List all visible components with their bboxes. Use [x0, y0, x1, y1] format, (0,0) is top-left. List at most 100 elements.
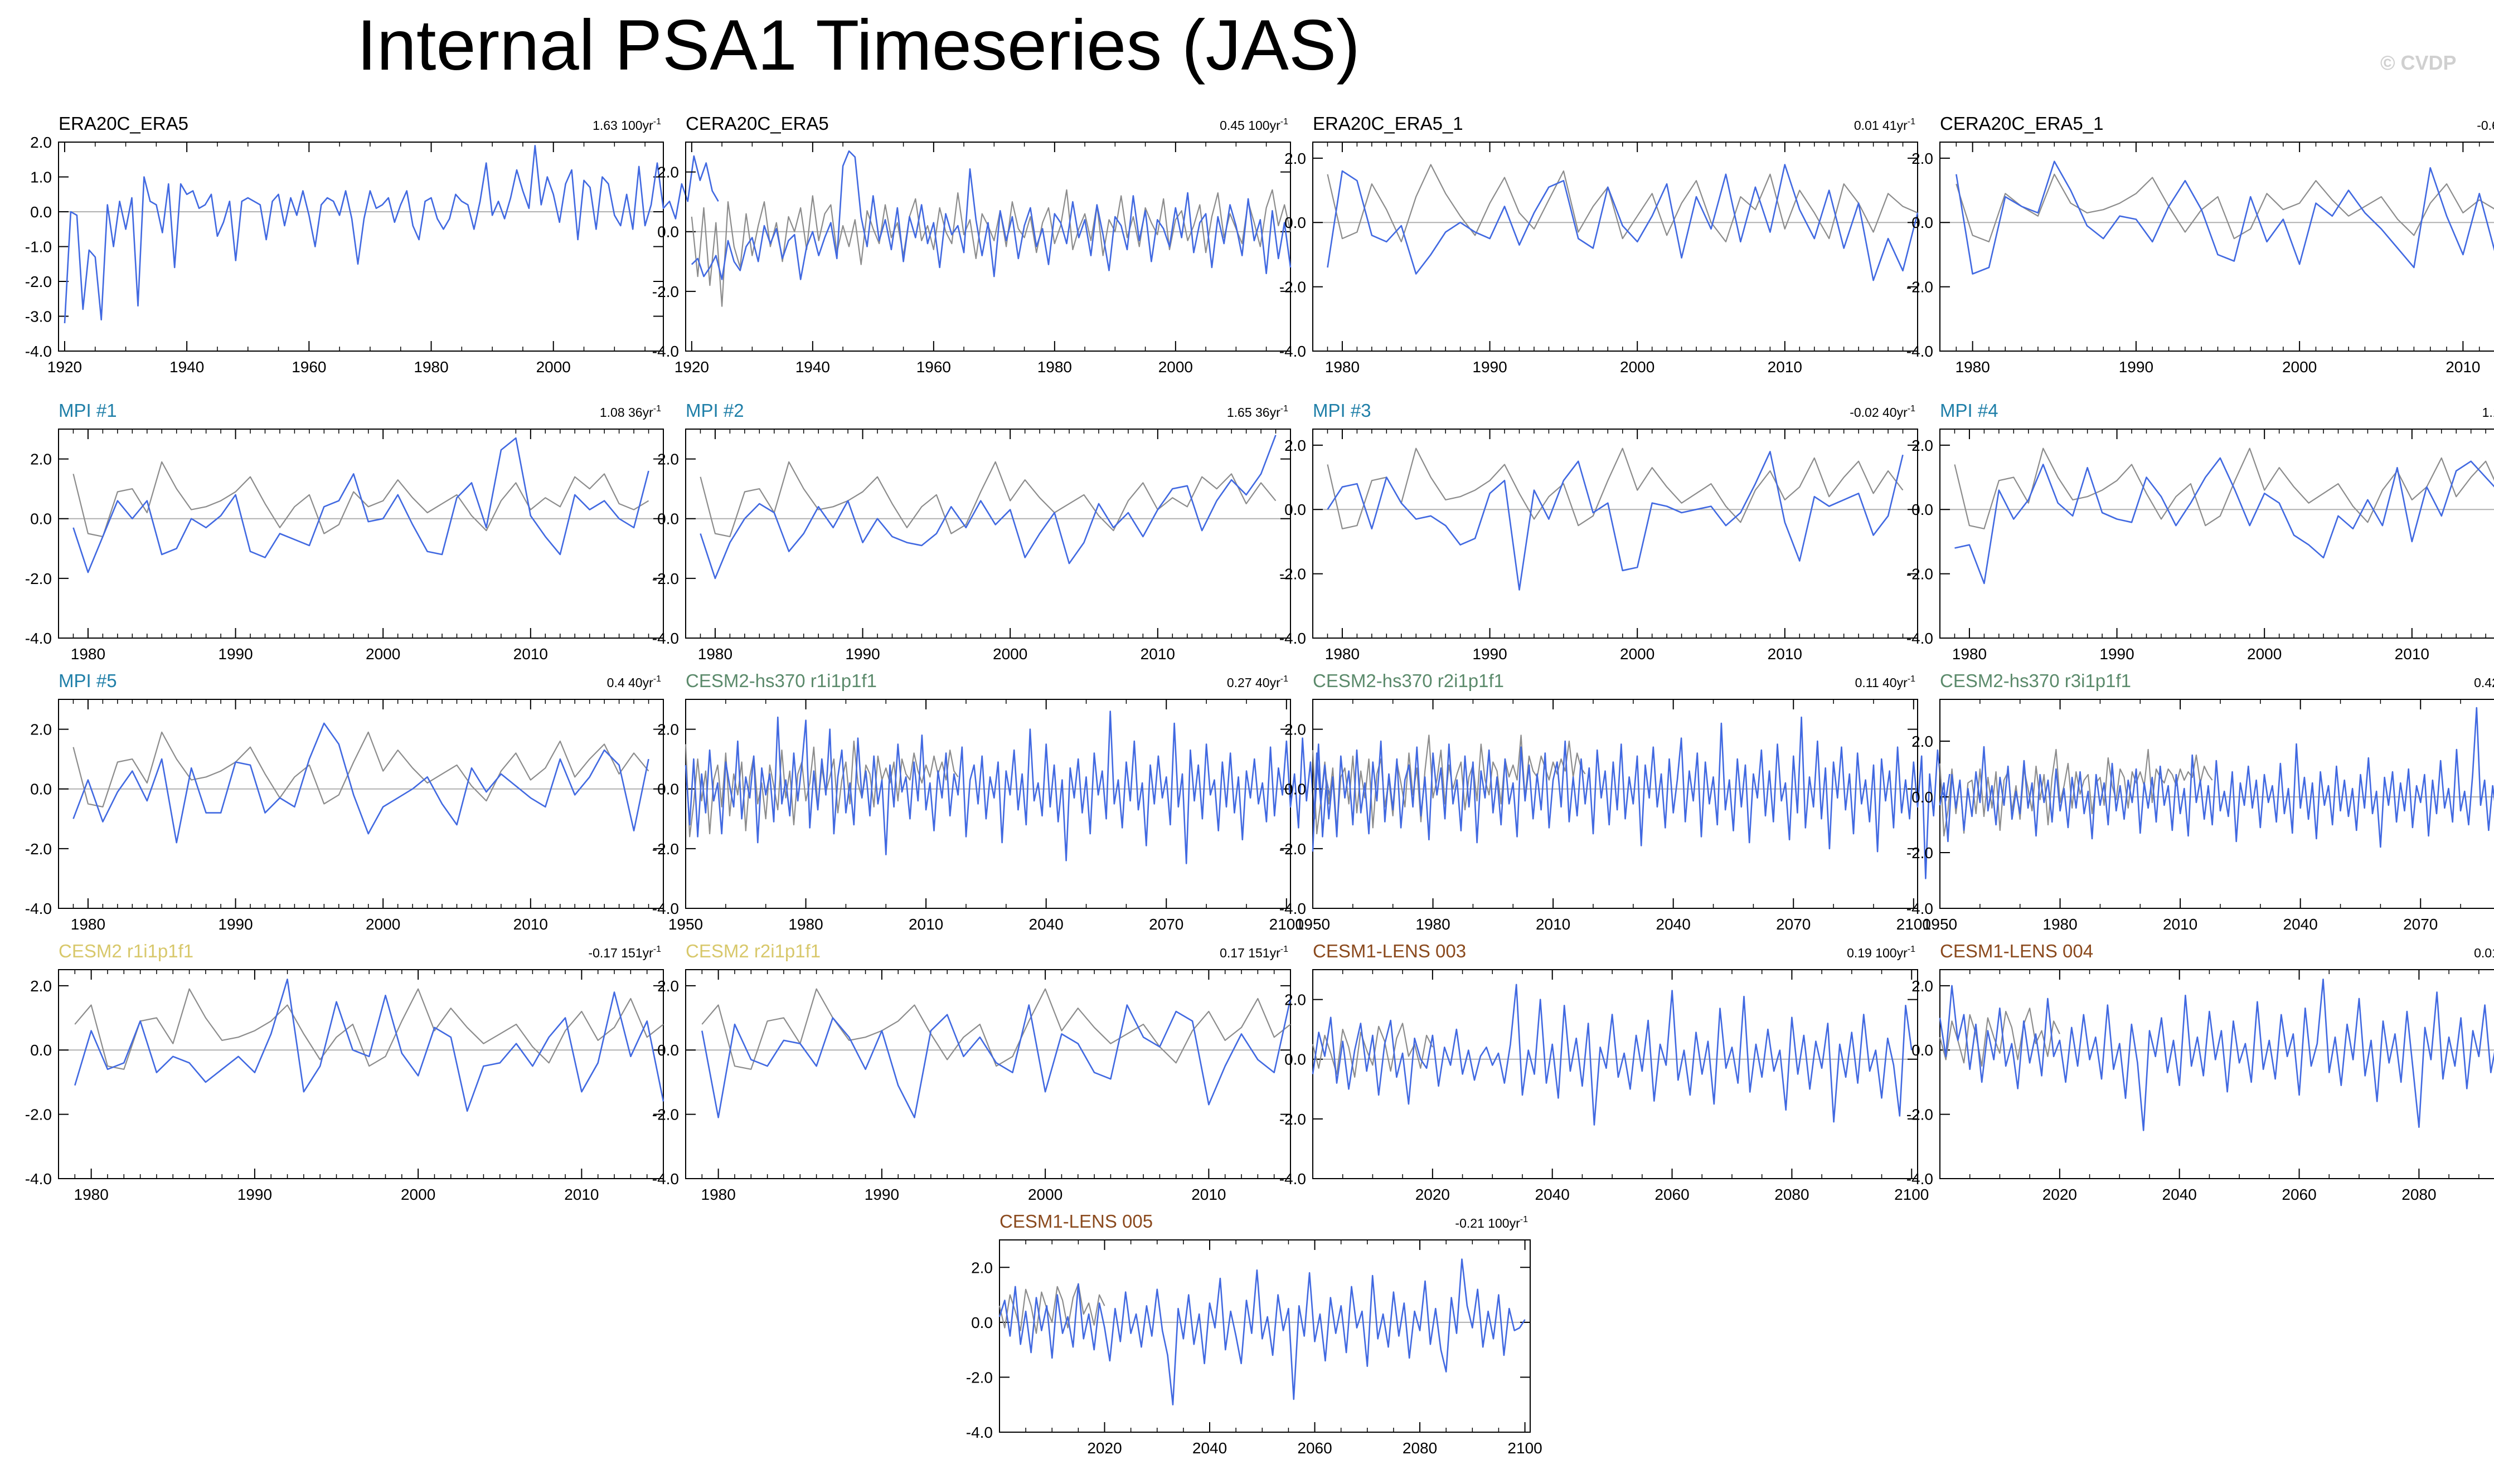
panel-title: MPI #3: [1313, 400, 1371, 421]
y-tick-label: 2.0: [657, 451, 679, 468]
x-tick-label: 1920: [675, 358, 709, 376]
watermark: © CVDP: [2380, 51, 2457, 74]
x-tick-label: 1990: [218, 645, 253, 663]
x-tick-label: 2080: [1774, 1186, 1809, 1203]
panel-title: CESM2 r1i1p1f1: [59, 941, 193, 961]
panel-title: MPI #1: [59, 400, 117, 421]
x-tick-label: 2010: [1191, 1186, 1226, 1203]
panel-title: MPI #2: [686, 400, 744, 421]
x-tick-label: 2040: [1535, 1186, 1570, 1203]
model-series-line: [691, 150, 1292, 280]
trend-superscript: -1: [1908, 674, 1915, 684]
x-tick-label: 1990: [237, 1186, 272, 1203]
x-tick-label: 1980: [1325, 358, 1360, 376]
y-tick-label: -2.0: [652, 570, 679, 587]
x-tick-label: 2010: [1536, 916, 1570, 933]
trend-value: 0.4 40yr: [607, 675, 653, 690]
obs-series-line: [1327, 164, 1918, 242]
y-tick-label: -2.0: [25, 570, 52, 587]
model-series-line: [74, 979, 664, 1112]
trend-value: 0.19 100yr: [1847, 946, 1908, 960]
minor-ticks: [1312, 970, 1913, 1179]
y-tick-label: -2.0: [1906, 1106, 1933, 1123]
trend-label: 1.08 36yr-1: [600, 404, 661, 420]
chart-panel-14: 1980 1990 2000 2010 -4.0 -2.0 0.0 2.0 CESM2 r2i1…: [652, 941, 1292, 1203]
trend-superscript: -1: [1280, 404, 1288, 413]
x-tick-label: 1990: [2099, 645, 2134, 663]
plot-frame: [685, 969, 1291, 1179]
y-tick-label: 0.0: [1284, 781, 1306, 798]
plot-frame: [685, 142, 1291, 352]
x-tick-label: 1980: [701, 1186, 736, 1203]
minor-ticks: [1939, 970, 2480, 1179]
y-tick-label: -2.0: [652, 840, 679, 858]
trend-superscript: -1: [1280, 674, 1288, 684]
y-tick-label: 0.0: [1911, 1042, 1933, 1059]
y-tick-label: 2.0: [30, 134, 52, 151]
chart-panel-10: 1950 1980 2010 2040 2070 2100-4.0-2.00.02.0CE…: [652, 670, 1332, 933]
minor-ticks: [58, 699, 664, 908]
x-tick-label: 2000: [536, 358, 571, 376]
y-tick-label: -4.0: [1906, 1170, 1933, 1188]
plot-frame: [1312, 969, 1918, 1179]
trend-superscript: -1: [1280, 117, 1288, 126]
panel-title: CESM2-hs370 r3i1p1f1: [1940, 670, 2131, 691]
model-series-line: [1939, 979, 2494, 1131]
plot-frame: [1939, 429, 2494, 639]
panel-title: CESM1-LENS 005: [999, 1211, 1153, 1232]
y-tick-label: -2.0: [966, 1369, 993, 1386]
x-tick-label: 2100: [1896, 916, 1931, 933]
trend-value: -0.17 151yr: [588, 946, 653, 960]
chart-panel-6: 1980 1990 2000 2010 -4.0 -2.0 0.0 2.0 MPI #2 1.65…: [652, 400, 1291, 663]
plot-frame: [1312, 429, 1918, 639]
trend-value: 0.17 151yr: [1220, 946, 1280, 960]
y-tick-label: -4.0: [1279, 630, 1306, 647]
y-tick-label: 2.0: [1284, 437, 1306, 454]
x-tick-label: 2010: [513, 645, 548, 663]
trend-label: -0.17 151yr-1: [588, 945, 661, 960]
trend-label: -0.02 40yr-1: [1850, 404, 1915, 420]
x-tick-label: 2010: [2395, 645, 2429, 663]
obs-series-line: [1327, 447, 1904, 529]
x-tick-label: 2040: [1192, 1439, 1227, 1457]
x-tick-label: 2000: [1158, 358, 1193, 376]
trend-value: 0.45 100yr: [1220, 118, 1280, 133]
x-tick-label: 2000: [1620, 645, 1654, 663]
trend-superscript: -1: [653, 404, 661, 413]
model-series-line: [1312, 716, 1950, 879]
x-tick-label: 2010: [1768, 358, 1802, 376]
x-tick-label: 1980: [788, 916, 823, 933]
trend-value: 0.11 40yr: [1855, 675, 1908, 690]
plot-frame: [58, 429, 664, 639]
trend-superscript: -1: [1280, 945, 1288, 954]
y-tick-label: -2.0: [1279, 566, 1306, 583]
y-tick-label: -4.0: [1906, 900, 1933, 917]
obs-series-line: [1939, 748, 2213, 837]
obs-series-line: [691, 189, 1292, 307]
panel-title: CERA20C_ERA5: [686, 113, 829, 134]
trend-superscript: -1: [1520, 1215, 1528, 1224]
obs-series-line: [1954, 447, 2494, 529]
trend-label: 1.63 100yr-1: [593, 117, 661, 133]
y-tick-label: 2.0: [30, 977, 52, 995]
x-tick-label: 1990: [2119, 358, 2153, 376]
model-series-line: [700, 435, 1277, 580]
obs-series-line: [1939, 1008, 2060, 1067]
panel-title: CERA20C_ERA5_1: [1940, 113, 2104, 134]
x-tick-label: 1960: [916, 358, 951, 376]
x-tick-label: 1980: [698, 645, 732, 663]
y-tick-label: 0.0: [30, 1042, 52, 1059]
model-series-line: [1939, 707, 2494, 848]
x-tick-label: 2010: [1141, 645, 1175, 663]
y-tick-label: -4.0: [966, 1424, 993, 1441]
minor-ticks: [685, 699, 1287, 908]
obs-series-line: [1312, 734, 1586, 835]
trend-superscript: -1: [653, 117, 661, 126]
trend-superscript: -1: [1908, 945, 1915, 954]
y-tick-label: -4.0: [25, 343, 52, 360]
model-series-line: [701, 998, 1292, 1118]
y-tick-label: 2.0: [657, 721, 679, 738]
y-tick-label: 0.0: [30, 781, 52, 798]
trend-value: 0.01 100yr: [2474, 946, 2494, 960]
